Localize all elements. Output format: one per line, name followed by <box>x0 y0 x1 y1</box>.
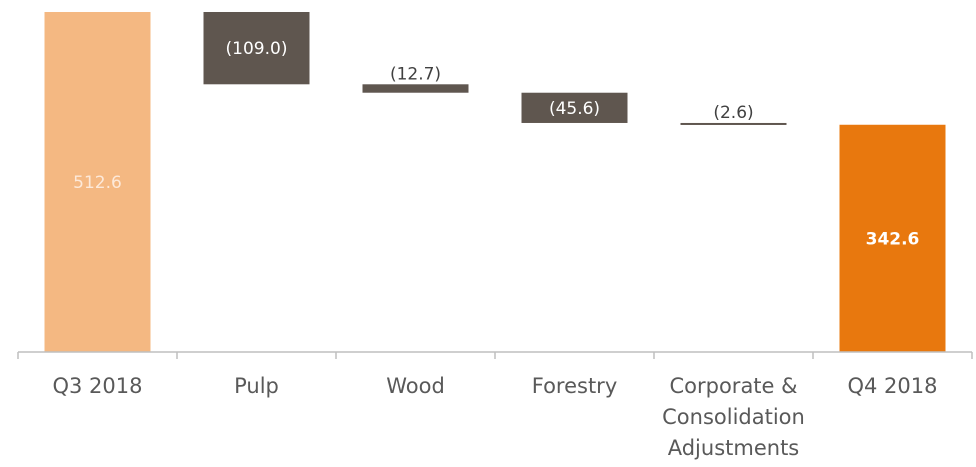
category-label: Forestry <box>532 374 618 398</box>
data-label: (45.6) <box>549 99 600 119</box>
bar-pulp <box>203 12 310 85</box>
bar-corporate-consolidation-adjustments <box>680 122 787 125</box>
category-label: Pulp <box>234 374 279 398</box>
category-label: Wood <box>386 374 445 398</box>
category-label: Adjustments <box>668 436 800 460</box>
data-label: (109.0) <box>226 39 288 59</box>
data-label: (12.7) <box>390 64 441 84</box>
x-axis <box>17 351 973 359</box>
category-label: Corporate & <box>669 374 797 398</box>
bar-q3-2018 <box>44 12 151 352</box>
bar-q4-2018 <box>839 124 946 352</box>
category-label: Q4 2018 <box>847 374 937 398</box>
category-label: Consolidation <box>662 405 805 429</box>
data-label: 342.6 <box>866 229 920 249</box>
labels-layer: 512.6 Q3 2018 (109.0) Pulp (12.7) Wood (45.6) F… <box>52 39 937 460</box>
category-label: Q3 2018 <box>52 374 142 398</box>
bar-forestry <box>521 92 628 123</box>
data-label: (2.6) <box>713 103 753 123</box>
bars-layer <box>44 12 946 352</box>
bar-wood <box>362 84 469 93</box>
data-label: 512.6 <box>73 173 122 193</box>
